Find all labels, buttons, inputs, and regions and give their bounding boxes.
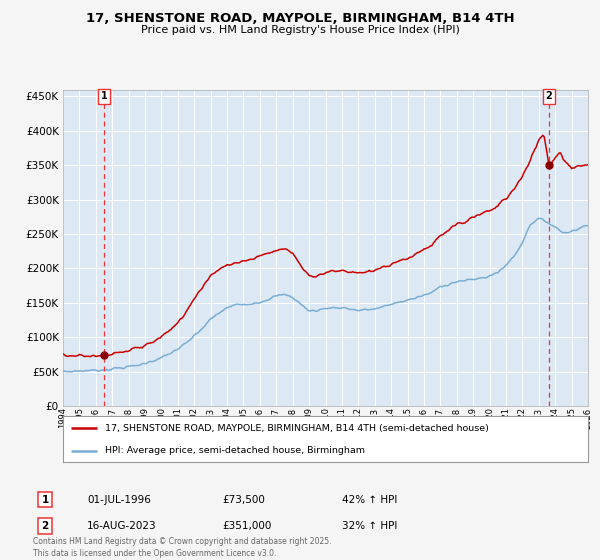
Text: HPI: Average price, semi-detached house, Birmingham: HPI: Average price, semi-detached house,…	[105, 446, 365, 455]
Text: 42% ↑ HPI: 42% ↑ HPI	[342, 494, 397, 505]
Text: Price paid vs. HM Land Registry's House Price Index (HPI): Price paid vs. HM Land Registry's House …	[140, 25, 460, 35]
Text: £351,000: £351,000	[222, 521, 271, 531]
Text: 32% ↑ HPI: 32% ↑ HPI	[342, 521, 397, 531]
Text: 17, SHENSTONE ROAD, MAYPOLE, BIRMINGHAM, B14 4TH: 17, SHENSTONE ROAD, MAYPOLE, BIRMINGHAM,…	[86, 12, 514, 25]
Text: 2: 2	[545, 91, 553, 101]
Text: 16-AUG-2023: 16-AUG-2023	[87, 521, 157, 531]
Text: 1: 1	[101, 91, 107, 101]
Text: 1: 1	[41, 494, 49, 505]
Text: Contains HM Land Registry data © Crown copyright and database right 2025.
This d: Contains HM Land Registry data © Crown c…	[33, 537, 331, 558]
Text: £73,500: £73,500	[222, 494, 265, 505]
Text: 17, SHENSTONE ROAD, MAYPOLE, BIRMINGHAM, B14 4TH (semi-detached house): 17, SHENSTONE ROAD, MAYPOLE, BIRMINGHAM,…	[105, 424, 489, 433]
Text: 01-JUL-1996: 01-JUL-1996	[87, 494, 151, 505]
Text: 2: 2	[41, 521, 49, 531]
